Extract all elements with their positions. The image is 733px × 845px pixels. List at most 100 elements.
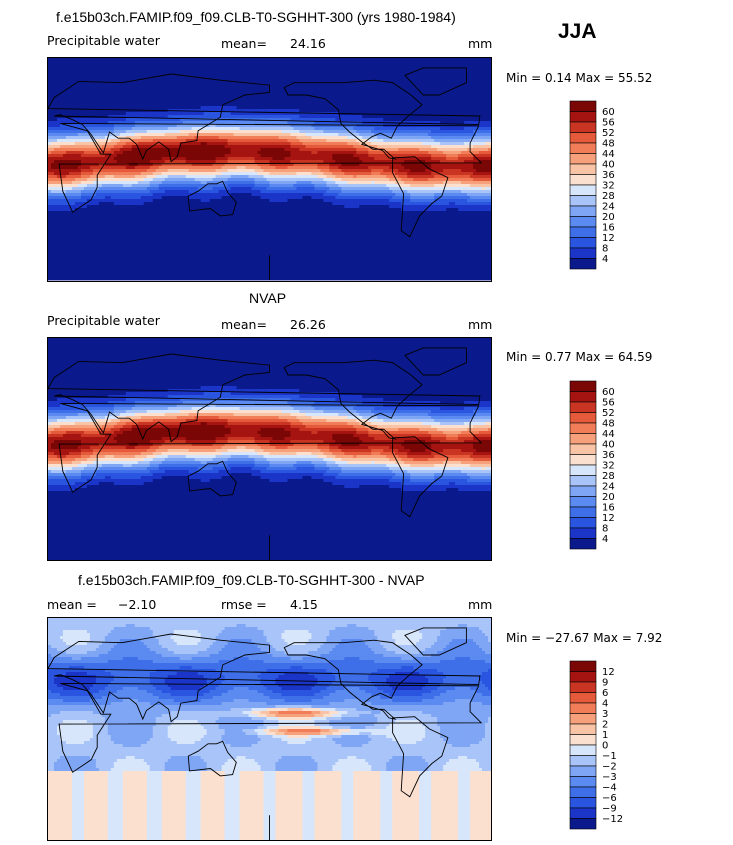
colorbar-box <box>569 391 597 403</box>
coastline <box>48 73 481 163</box>
panel2-map-field <box>48 338 491 560</box>
colorbar-box <box>569 527 597 539</box>
colorbar-tick-label: 40 <box>602 440 615 451</box>
colorbar-tick-label: 32 <box>602 461 615 472</box>
colorbar-box <box>569 660 597 672</box>
colorbar-box <box>569 205 597 217</box>
colorbar-box <box>569 195 597 207</box>
colorbar-box <box>569 111 597 123</box>
colorbar-tick-label: 52 <box>602 128 615 139</box>
colorbar-tick-label: 28 <box>602 471 615 482</box>
colorbar-tick-label: 12 <box>602 233 615 244</box>
colorbar-tick-label: 28 <box>602 191 615 202</box>
colorbar-box <box>569 692 597 704</box>
colorbar-box <box>569 443 597 455</box>
coastline <box>58 122 483 213</box>
colorbar-tick-label: 2 <box>602 720 608 731</box>
colorbar-tick-label: 44 <box>602 429 615 440</box>
colorbar-tick-label: 6 <box>602 688 608 699</box>
colorbar-tick-label: 0 <box>602 741 608 752</box>
colorbar-box <box>569 142 597 154</box>
colorbar-box <box>569 464 597 476</box>
panel1-minmax: Min = 0.14 Max = 55.52 <box>506 71 652 85</box>
season-label: JJA <box>558 20 597 44</box>
colorbar-tick-label: 32 <box>602 181 615 192</box>
colorbar-box <box>569 485 597 497</box>
panel2-title: NVAP <box>249 290 286 306</box>
panel2-colorbar: 60 56 52 48 44 40 36 32 28 24 20 16 12 8 4 <box>569 380 630 556</box>
coastline <box>58 682 483 773</box>
colorbar-tick-label: 8 <box>602 524 608 535</box>
panel1-map <box>47 57 492 282</box>
colorbar-box <box>569 237 597 249</box>
colorbar-tick-label: 60 <box>602 107 615 118</box>
colorbar-box <box>569 132 597 144</box>
colorbar-tick-label: −2 <box>602 762 617 773</box>
coastline <box>283 639 423 720</box>
panel3-colorbar: 12 9 6 4 3 2 1 0 −1 −2 −3 −4 −6 −9 −12 <box>569 660 630 836</box>
colorbar-tick-label: −4 <box>602 783 617 794</box>
panel3-title: f.e15b03ch.FAMIP.f09_f09.CLB-T0-SGHHT-30… <box>78 572 425 588</box>
colorbar-tick-label: 20 <box>602 492 615 503</box>
coastline <box>187 460 237 497</box>
panel3-rmse-value: 4.15 <box>290 597 318 612</box>
panel2-map <box>47 337 492 561</box>
colorbar-box <box>569 818 597 830</box>
colorbar-tick-label: −3 <box>602 772 617 783</box>
colorbar-box <box>569 671 597 683</box>
colorbar-box <box>569 163 597 175</box>
colorbar-tick-label: 56 <box>602 118 615 129</box>
colorbar-tick-label: 16 <box>602 223 615 234</box>
colorbar-tick-label: 60 <box>602 387 615 398</box>
colorbar-tick-label: −1 <box>602 751 617 762</box>
colorbar-box <box>569 496 597 508</box>
colorbar-box <box>569 380 597 392</box>
colorbar-tick-label: 4 <box>602 699 608 710</box>
panel3-map-field <box>48 618 491 840</box>
colorbar-box <box>569 433 597 445</box>
panel3-map <box>47 617 492 841</box>
coastline <box>392 436 449 518</box>
coastline <box>48 353 481 443</box>
coastline <box>283 79 423 160</box>
coastline <box>187 180 237 217</box>
colorbar-box <box>569 765 597 777</box>
colorbar-tick-label: 48 <box>602 139 615 150</box>
colorbar-tick-label: −6 <box>602 793 617 804</box>
colorbar-tick-label: 52 <box>602 408 615 419</box>
coastline <box>404 67 467 96</box>
panel1-map-field <box>48 58 491 281</box>
colorbar-tick-label: 48 <box>602 419 615 430</box>
colorbar-tick-label: 44 <box>602 149 615 160</box>
colorbar-tick-label: 12 <box>602 667 615 678</box>
colorbar-tick-label: −12 <box>602 814 623 825</box>
colorbar-tick-label: 16 <box>602 503 615 514</box>
colorbar-box <box>569 174 597 186</box>
colorbar-box <box>569 755 597 767</box>
panel1-mean-label: mean= <box>221 36 267 51</box>
colorbar-box <box>569 422 597 434</box>
colorbar-box <box>569 797 597 809</box>
coastline <box>392 716 449 798</box>
colorbar-box <box>569 776 597 788</box>
colorbar-box <box>569 121 597 133</box>
colorbar-tick-label: 3 <box>602 709 608 720</box>
panel2-field-label: Precipitable water <box>47 313 160 328</box>
colorbar-box <box>569 454 597 466</box>
colorbar-box <box>569 100 597 112</box>
colorbar-tick-label: 36 <box>602 450 615 461</box>
colorbar-box <box>569 412 597 424</box>
colorbar-tick-label: 4 <box>602 254 608 265</box>
panel1-title: f.e15b03ch.FAMIP.f09_f09.CLB-T0-SGHHT-30… <box>56 9 456 25</box>
colorbar-box <box>569 517 597 529</box>
colorbar-box <box>569 702 597 714</box>
panel3-mean-label: mean = <box>47 597 97 612</box>
coastline <box>392 156 449 238</box>
panel2-minmax: Min = 0.77 Max = 64.59 <box>506 350 652 364</box>
colorbar-box <box>569 401 597 413</box>
colorbar-box <box>569 184 597 196</box>
panel1-colorbar: 60 56 52 48 44 40 36 32 28 24 20 16 12 8 4 <box>569 100 630 276</box>
panel1-mean-value: 24.16 <box>290 36 326 51</box>
